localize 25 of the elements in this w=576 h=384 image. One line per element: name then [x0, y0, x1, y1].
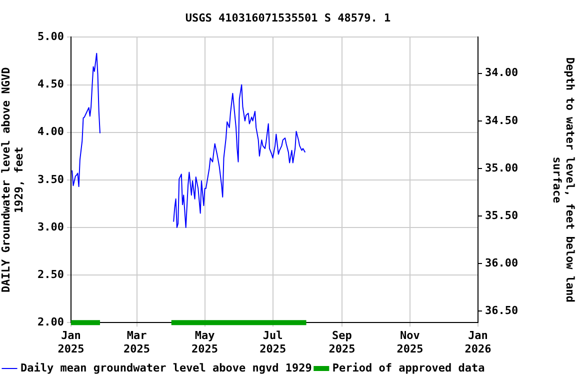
x-tick-label: Jan 2025 — [58, 329, 84, 356]
y2-tick-label: 35.50 — [485, 208, 518, 222]
y-tick-label: 2.50 — [38, 268, 64, 281]
chart-title: USGS 410316071535501 S 48579. 1 — [185, 11, 392, 24]
y2-tick-label: 34.00 — [485, 66, 518, 80]
legend-label: Period of approved data — [332, 361, 485, 374]
y2-axis-title: Depth to water level, feet below land surface — [550, 57, 576, 302]
y-tick-label: 4.50 — [38, 78, 64, 91]
y-tick-label: 2.00 — [38, 315, 64, 328]
legend-label: Daily mean groundwater level above ngvd 1929 — [20, 361, 312, 374]
x-tick-label: Sep 2025 — [328, 329, 356, 356]
y2-tick-label: 36.00 — [485, 256, 518, 270]
y2-tick-label: 34.50 — [485, 114, 518, 127]
y2-tick-label: 35.00 — [485, 161, 518, 174]
y-tick-label: 5.00 — [38, 30, 64, 44]
x-tick-label: Nov 2025 — [396, 329, 424, 356]
y2-tick-label: 36.50 — [485, 304, 518, 318]
y-tick-label: 4.00 — [38, 125, 64, 138]
y-axis-title: DAILY Groundwater level above NGVD 1929, feet — [0, 66, 26, 292]
x-tick-label: Jul 2025 — [260, 329, 286, 356]
y-tick-label: 3.00 — [38, 220, 64, 234]
x-tick-label: Mar 2025 — [124, 329, 150, 356]
y-tick-label: 3.50 — [38, 172, 64, 186]
x-tick-label: May 2025 — [192, 329, 218, 356]
x-tick-label: Jan 2026 — [464, 329, 492, 356]
